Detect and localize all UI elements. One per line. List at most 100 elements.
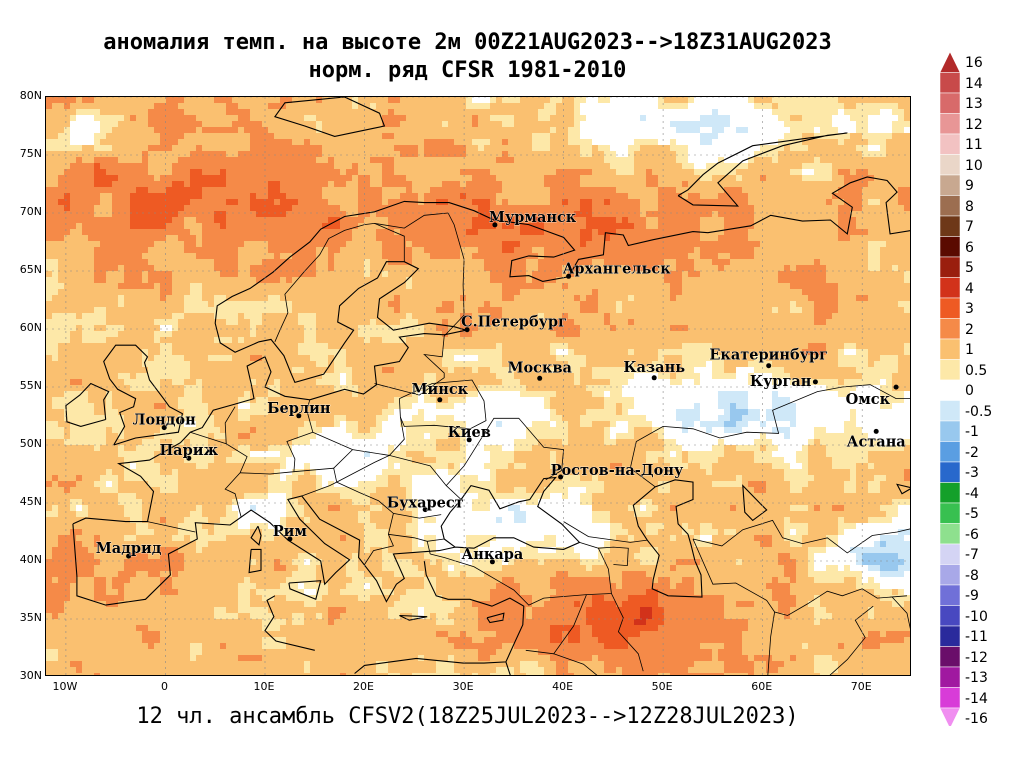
map-title-line2: норм. ряд CFSR 1981-2010 (308, 58, 627, 83)
colorbar-label: -13 (965, 670, 988, 687)
lon-tick-label: 60E (751, 680, 773, 693)
colorbar-label: -6 (965, 526, 979, 543)
city-marker (566, 273, 572, 279)
colorbar-label: -7 (965, 547, 979, 564)
colorbar-swatch (939, 236, 961, 258)
city-label: Минск (411, 381, 468, 398)
city-marker (296, 413, 302, 419)
colorbar-swatch (939, 441, 961, 463)
city-label: Мурманск (489, 209, 577, 226)
colorbar-swatch (939, 482, 961, 504)
lat-tick-label: 65N (19, 263, 42, 276)
city-label: Бухарест (387, 495, 464, 512)
colorbar-swatch (939, 154, 961, 176)
lat-tick-label: 70N (19, 205, 42, 218)
colorbar-label: -3 (965, 465, 979, 482)
lat-tick-label: 55N (19, 379, 42, 392)
lon-tick-label: 10E (253, 680, 275, 693)
lon-tick-label: 40E (552, 680, 574, 693)
city-label: Казань (623, 359, 685, 376)
colorbar-label: 0 (965, 383, 974, 400)
colorbar-label: 10 (965, 157, 983, 174)
colorbar-swatch (939, 687, 961, 709)
city-marker (126, 553, 132, 559)
colorbar-label: 5 (965, 260, 974, 277)
colorbar-label: -4 (965, 485, 979, 502)
colorbar-label: -14 (965, 690, 988, 707)
colorbar-swatch (939, 256, 961, 278)
colorbar-swatch (939, 707, 961, 726)
colorbar-label: 7 (965, 219, 974, 236)
lon-tick-label: 70E (850, 680, 872, 693)
lat-tick-label: 80N (19, 89, 42, 102)
city-label: Анкара (461, 546, 523, 563)
city-marker (558, 474, 564, 480)
lon-tick-label: 20E (353, 680, 374, 693)
colorbar-label: -2 (965, 444, 979, 461)
city-marker (161, 425, 167, 431)
colorbar-label: -16 (965, 711, 988, 728)
city-label: Астана (847, 433, 907, 450)
city-marker (186, 455, 192, 461)
lon-tick-label: 0 (160, 680, 168, 693)
lat-tick-label: 50N (19, 437, 42, 450)
city-marker (873, 428, 879, 434)
colorbar-swatch (939, 92, 961, 114)
city-label: С.Петербург (461, 314, 567, 331)
city-label: Киев (448, 424, 491, 441)
colorbar-swatch (939, 72, 961, 94)
city-label: Рим (273, 523, 308, 540)
city-marker (287, 536, 293, 542)
lat-tick-label: 45N (19, 495, 42, 508)
colorbar-swatch (939, 174, 961, 196)
lat-tick-label: 30N (19, 669, 42, 682)
city-label: Ростов-на-Дону (551, 462, 684, 479)
colorbar-swatch (939, 318, 961, 340)
city-marker (537, 375, 543, 381)
city-label: Париж (159, 442, 218, 459)
colorbar-swatch (939, 543, 961, 565)
colorbar-swatch (939, 338, 961, 360)
colorbar-swatch (939, 195, 961, 217)
city-marker (812, 379, 818, 385)
city-label: Омск (846, 391, 891, 408)
anomaly-map: Мурманск Архангельск С.Петербург Москва Каза… (45, 96, 911, 676)
colorbar-swatch (939, 400, 961, 422)
lon-tick-label: 30E (452, 680, 474, 693)
city-markers: Мурманск Архангельск С.Петербург Москва Каза… (95, 209, 907, 565)
colorbar-label: -8 (965, 567, 979, 584)
colorbar-swatch (939, 666, 961, 688)
map-title-line1: аномалия темп. на высоте 2м 00Z21AUG2023… (103, 30, 832, 55)
city-marker (651, 375, 657, 381)
colorbar-swatch (939, 605, 961, 627)
colorbar-swatch (939, 133, 961, 155)
city-label: Екатеринбург (709, 347, 828, 364)
city-label: Мадрид (96, 540, 162, 557)
colorbar-swatch (939, 502, 961, 524)
colorbar-label: 1 (965, 342, 974, 359)
colorbar-swatch (939, 215, 961, 237)
lon-tick-label: 50E (651, 680, 673, 693)
colorbar-swatch (939, 523, 961, 545)
colorbar-label: 8 (965, 198, 974, 215)
city-marker (766, 363, 772, 369)
colorbar-label: 12 (965, 116, 983, 133)
colorbar-label: 0.5 (965, 362, 988, 379)
city-label: Архангельск (563, 260, 672, 277)
anomaly-map-canvas: Мурманск Архангельск С.Петербург Москва Каза… (46, 97, 910, 675)
lat-tick-label: 40N (19, 553, 42, 566)
city-label: Москва (507, 359, 572, 376)
colorbar-swatch (939, 277, 961, 299)
city-marker (489, 559, 495, 565)
lat-tick-label: 35N (19, 611, 42, 624)
colorbar-label: 6 (965, 239, 974, 256)
colorbar-label: -11 (965, 629, 988, 646)
colorbar-swatch (939, 564, 961, 586)
city-marker (466, 437, 472, 443)
lat-tick-label: 75N (19, 147, 42, 160)
colorbar-label: 16 (965, 55, 983, 72)
anomaly-field (46, 97, 910, 675)
colorbar-label: -10 (965, 608, 988, 625)
colorbar-label: -9 (965, 588, 979, 605)
lat-tick-label: 60N (19, 321, 42, 334)
